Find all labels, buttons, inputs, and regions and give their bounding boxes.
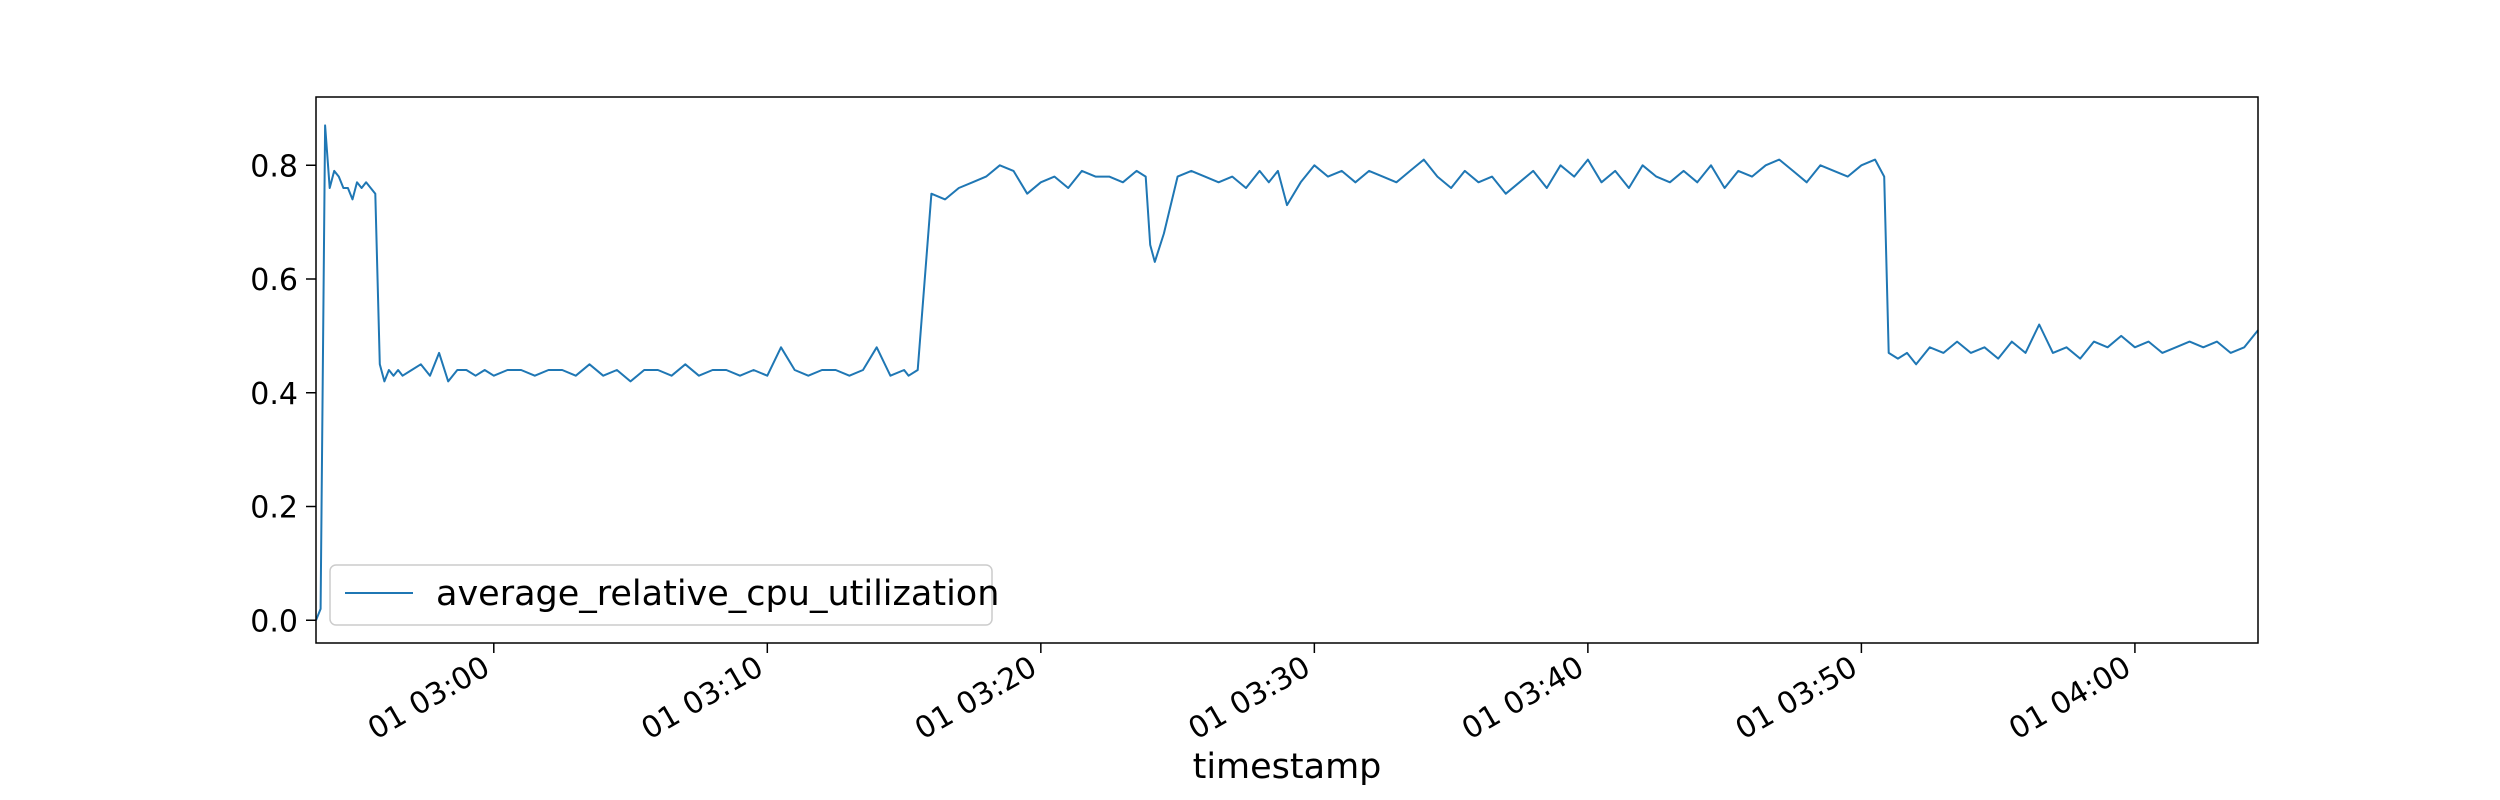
y-tick-label-3: 0.6 (250, 263, 298, 298)
x-tick-label-3: 01 03:30 (1183, 650, 1317, 747)
legend: average_relative_cpu_utilization (329, 564, 999, 626)
legend-label: average_relative_cpu_utilization (436, 574, 999, 614)
x-tick-label-2: 01 03:20 (909, 650, 1043, 747)
x-tick-label-5: 01 03:50 (1730, 650, 1864, 747)
axes-frame (315, 96, 2259, 644)
y-tick-label-0: 0.0 (250, 604, 298, 639)
plot-area (315, 124, 2259, 621)
series-line-0 (315, 124, 2259, 621)
x-tick-label-4: 01 03:40 (1456, 650, 1590, 747)
y-tick-label-2: 0.4 (250, 377, 298, 412)
x-tick-label-0: 01 03:00 (362, 650, 496, 747)
legend-box (329, 564, 993, 626)
y-tick-label-1: 0.2 (250, 491, 298, 526)
x-tick-label-1: 01 03:10 (636, 650, 770, 747)
x-axis-label: timestamp (1193, 747, 1382, 787)
y-tick-label-4: 0.8 (250, 149, 298, 184)
x-tick-label-6: 01 04:00 (2003, 650, 2137, 747)
x-axis: 01 03:00 01 03:10 01 03:20 01 03:30 01 03:40… (362, 643, 2137, 747)
y-axis: 0.0 0.2 0.4 0.6 0.8 (250, 149, 316, 639)
